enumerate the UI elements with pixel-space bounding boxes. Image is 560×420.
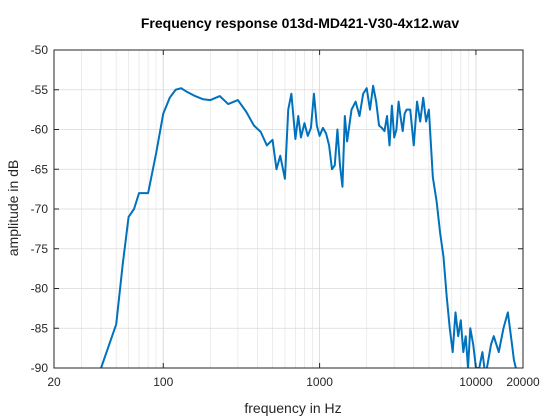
series-line-0: [100, 84, 517, 368]
y-tick-label: -55: [31, 83, 49, 97]
y-tick-label: -50: [31, 43, 49, 57]
x-tick-label: 1000: [306, 375, 333, 389]
y-tick-label: -85: [31, 321, 49, 335]
x-axis-label: frequency in Hz: [244, 400, 341, 416]
chart-title: Frequency response 013d-MD421-V30-4x12.w…: [141, 15, 459, 31]
y-tick-label: -80: [31, 282, 49, 296]
y-tick-label: -90: [31, 361, 49, 375]
y-tick-label: -70: [31, 202, 49, 216]
x-tick-label: 10000: [459, 375, 493, 389]
y-tick-label: -60: [31, 123, 49, 137]
y-tick-label: -75: [31, 242, 49, 256]
y-axis-label: amplitude in dB: [5, 160, 21, 257]
y-tick-label: -65: [31, 162, 49, 176]
x-tick-label: 20: [47, 375, 61, 389]
x-tick-label: 20000: [506, 375, 540, 389]
x-tick-label: 100: [153, 375, 173, 389]
